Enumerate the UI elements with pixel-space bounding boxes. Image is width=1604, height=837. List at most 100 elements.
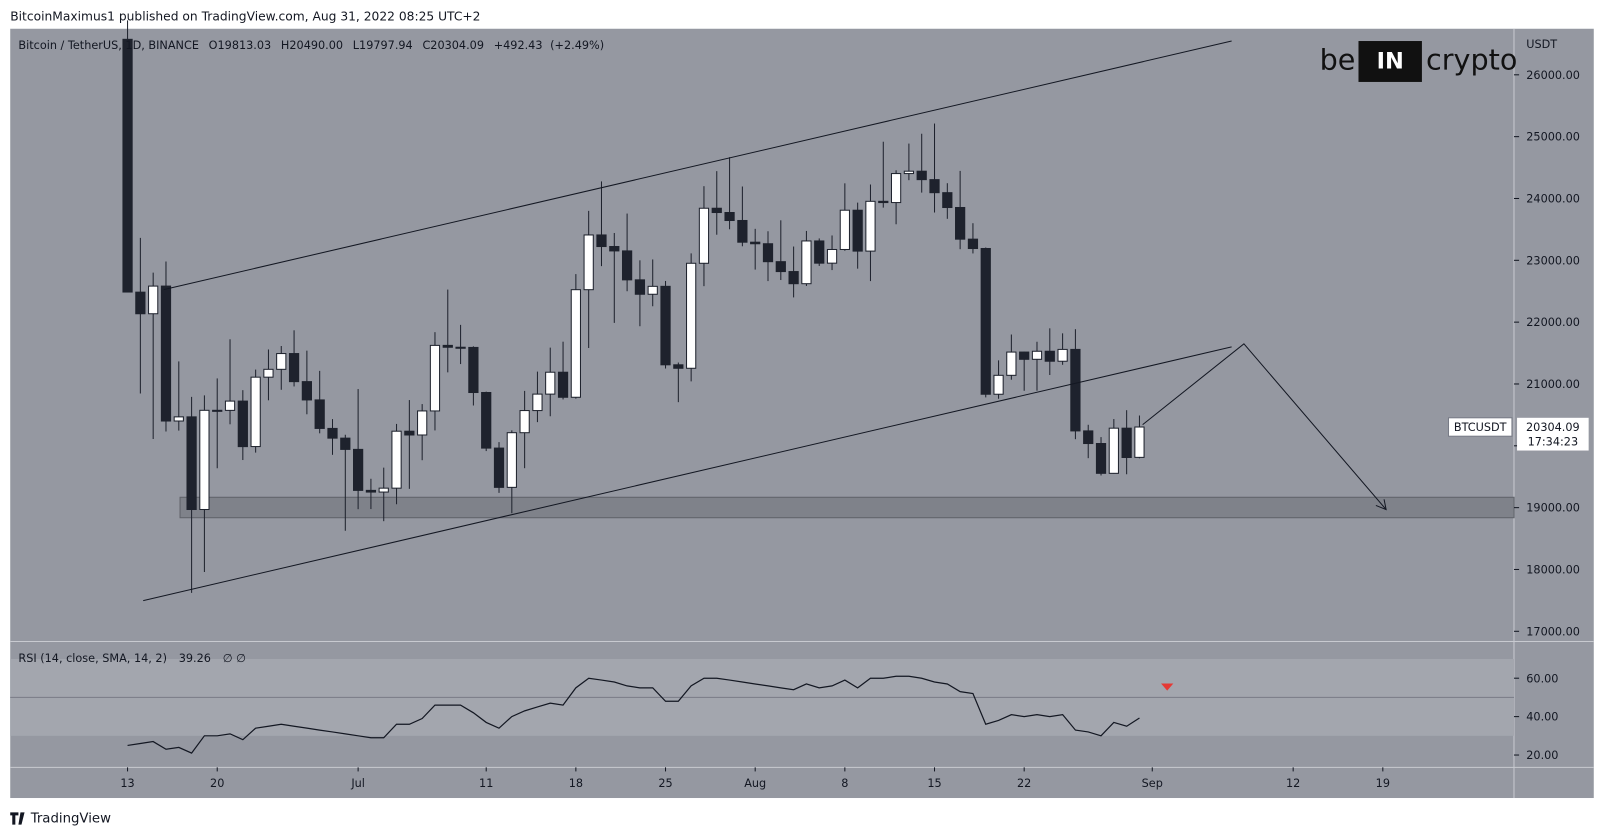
- candle-body: [660, 285, 671, 366]
- logo-box: [1358, 41, 1422, 82]
- header-field: H20490.00: [281, 39, 343, 52]
- symbol-box: [1447, 417, 1513, 437]
- y-tick-label: 40.00: [1526, 711, 1558, 724]
- candle-body: [647, 285, 658, 295]
- candle-body: [468, 346, 479, 394]
- x-tick-label: 20: [210, 777, 224, 790]
- candle-body: [148, 285, 159, 315]
- x-tick-label: 25: [658, 777, 672, 790]
- candle-body: [1057, 348, 1068, 362]
- rsi-value: 39.26: [179, 652, 211, 665]
- x-tick-label: 19: [1376, 777, 1390, 790]
- candle-body: [506, 432, 517, 488]
- candle-body: [1083, 430, 1094, 445]
- candle-body: [186, 416, 197, 511]
- rsi-title: RSI (14, close, SMA, 14, 2): [18, 652, 167, 665]
- x-tick-label: 18: [569, 777, 583, 790]
- candle-body: [417, 410, 428, 436]
- projection-arrow: [1142, 343, 1387, 510]
- candle-body: [942, 192, 953, 209]
- candle-body: [545, 371, 556, 395]
- candle-body: [135, 291, 146, 315]
- candle-body: [596, 234, 607, 248]
- chart-title: Bitcoin / TetherUS, 1D, BINANCE: [18, 39, 199, 52]
- y-tick-label: 60.00: [1526, 672, 1558, 685]
- candle-body: [724, 212, 735, 222]
- bearish-marker: [1161, 683, 1174, 691]
- candle-body: [352, 448, 364, 491]
- x-tick-label: Sep: [1142, 777, 1163, 790]
- candle-body: [365, 489, 377, 493]
- candle-body: [788, 271, 799, 285]
- candle-body: [212, 409, 223, 412]
- header-field: O19813.03: [209, 39, 272, 52]
- y-tick-label: 18000.00: [1526, 564, 1580, 577]
- candle-body: [890, 173, 902, 204]
- x-tick-label: 15: [927, 777, 941, 790]
- x-tick-label: 11: [479, 777, 493, 790]
- candle-body: [481, 391, 492, 449]
- candle-body: [583, 234, 594, 291]
- chart-header: Bitcoin / TetherUS, 1D, BINANCE O19813.0…: [18, 39, 604, 52]
- candle-body: [1006, 351, 1017, 376]
- price-axis: [1513, 28, 1594, 768]
- candle-body: [570, 289, 581, 398]
- x-tick-label: Jul: [350, 777, 365, 790]
- y-tick-label: 20.00: [1526, 749, 1558, 762]
- candle-body: [967, 238, 979, 250]
- logo: be IN crypto: [1320, 41, 1517, 82]
- candle-body: [686, 262, 697, 369]
- x-tick-label: Aug: [744, 777, 766, 790]
- candle-body: [1070, 348, 1081, 432]
- candle-body: [378, 487, 389, 493]
- y-tick-label: 17000.00: [1526, 625, 1580, 638]
- candle-body: [865, 200, 876, 252]
- logo-text: IN: [1377, 49, 1404, 75]
- y-tick-label: 21000.00: [1526, 378, 1580, 391]
- candle-body: [1095, 443, 1107, 474]
- candle-body: [929, 179, 940, 194]
- rsi-line: [127, 675, 1140, 754]
- candle-body: [237, 400, 248, 448]
- rsi-extra: ∅ ∅: [223, 652, 246, 665]
- candle-body: [314, 399, 325, 429]
- candle-body: [609, 246, 620, 252]
- candle-body: [878, 200, 889, 204]
- candle-body: [826, 248, 838, 264]
- y-tick-label: 25000.00: [1526, 131, 1580, 144]
- candle-body: [263, 368, 274, 378]
- logo-text: crypto: [1426, 43, 1517, 77]
- candle-body: [288, 353, 300, 383]
- candle-body: [980, 247, 991, 395]
- candle-body: [750, 241, 761, 245]
- support-zone: [179, 496, 1515, 519]
- candle-body: [916, 170, 927, 181]
- candle-body: [993, 374, 1004, 395]
- marks: 17000.0018000.0019000.0020000.0021000.00…: [10, 20, 1589, 790]
- y-tick-label: 24000.00: [1526, 193, 1580, 206]
- candle-body: [557, 371, 569, 398]
- candle-body: [955, 206, 966, 240]
- candle-body: [621, 250, 633, 281]
- candle-body: [173, 416, 184, 422]
- candle-body: [199, 409, 210, 511]
- candle-body: [224, 400, 236, 411]
- countdown: 17:34:23: [1528, 435, 1579, 448]
- candle-body: [814, 240, 825, 264]
- published-note: BitcoinMaximus1 published on TradingView…: [10, 10, 480, 24]
- header-field: (+2.49%): [550, 39, 604, 52]
- candle-body: [532, 393, 543, 412]
- candle-body: [1121, 427, 1132, 459]
- candle-body: [455, 346, 466, 349]
- candle-body: [801, 240, 812, 285]
- y-tick-label: 22000.00: [1526, 316, 1580, 329]
- symbol-label: BTCUSDT: [1454, 421, 1507, 434]
- candle-body: [391, 430, 402, 489]
- arrow-head: [1375, 499, 1387, 511]
- footer-brand: TradingView: [30, 812, 111, 827]
- footer-logo: [10, 812, 25, 825]
- x-tick-label: 12: [1286, 777, 1300, 790]
- candle-body: [1134, 426, 1145, 458]
- candle-body: [1044, 350, 1055, 362]
